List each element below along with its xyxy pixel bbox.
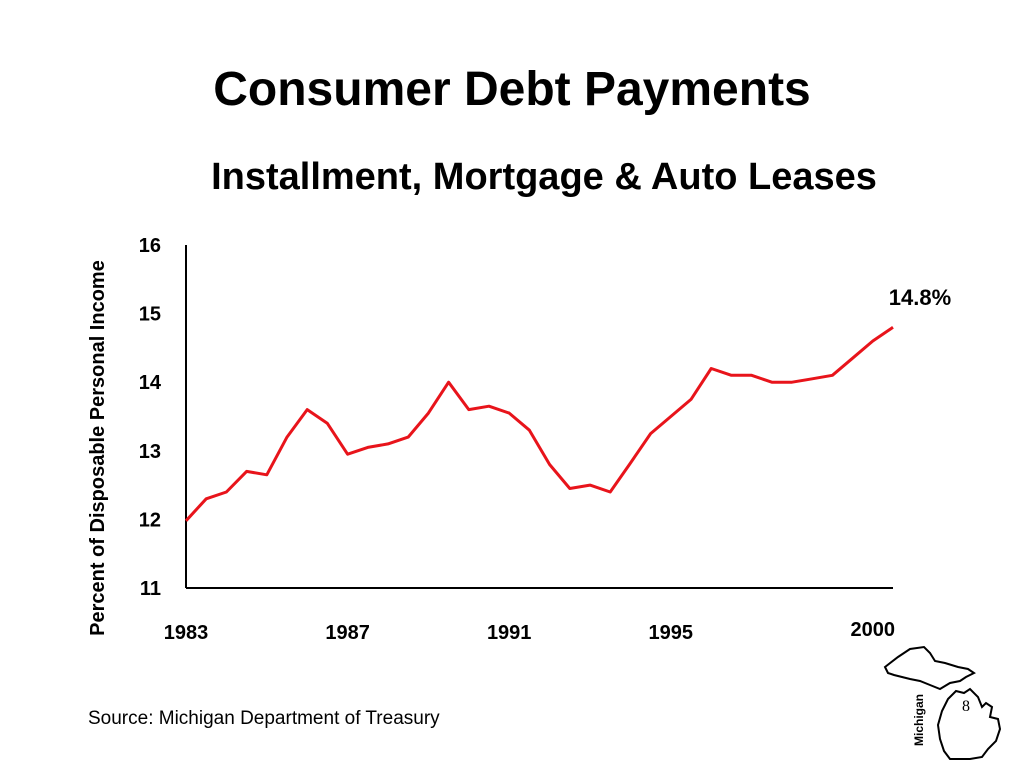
x-tick-label: 1983 xyxy=(164,622,209,644)
y-tick-label: 15 xyxy=(139,304,161,326)
x-tick-label: 1987 xyxy=(325,622,370,644)
slide-title: Consumer Debt Payments xyxy=(213,63,811,116)
end-value-annotation: 14.8% xyxy=(889,285,951,310)
debt-payments-line xyxy=(184,326,894,522)
michigan-map-icon xyxy=(883,645,1002,760)
y-tick-labels: 11 12 13 14 15 16 xyxy=(139,235,162,600)
page-number: 8 xyxy=(962,698,970,715)
michigan-logo-label: Michigan xyxy=(912,693,926,746)
x-tick-labels: 1983 1987 1991 1995 2000 xyxy=(164,619,895,644)
y-tick-label: 13 xyxy=(139,441,161,463)
source-note: Source: Michigan Department of Treasury xyxy=(88,708,440,729)
x-tick-label: 2000 xyxy=(851,619,896,641)
y-tick-label: 12 xyxy=(139,509,161,531)
x-tick-label: 1991 xyxy=(487,622,532,644)
y-tick-label: 11 xyxy=(140,578,161,600)
y-tick-label: 16 xyxy=(139,235,161,257)
y-axis-label: Percent of Disposable Personal Income xyxy=(87,260,109,636)
x-tick-label: 1995 xyxy=(649,622,694,644)
slide-subtitle: Installment, Mortgage & Auto Leases xyxy=(211,156,877,198)
y-tick-label: 14 xyxy=(139,372,162,394)
